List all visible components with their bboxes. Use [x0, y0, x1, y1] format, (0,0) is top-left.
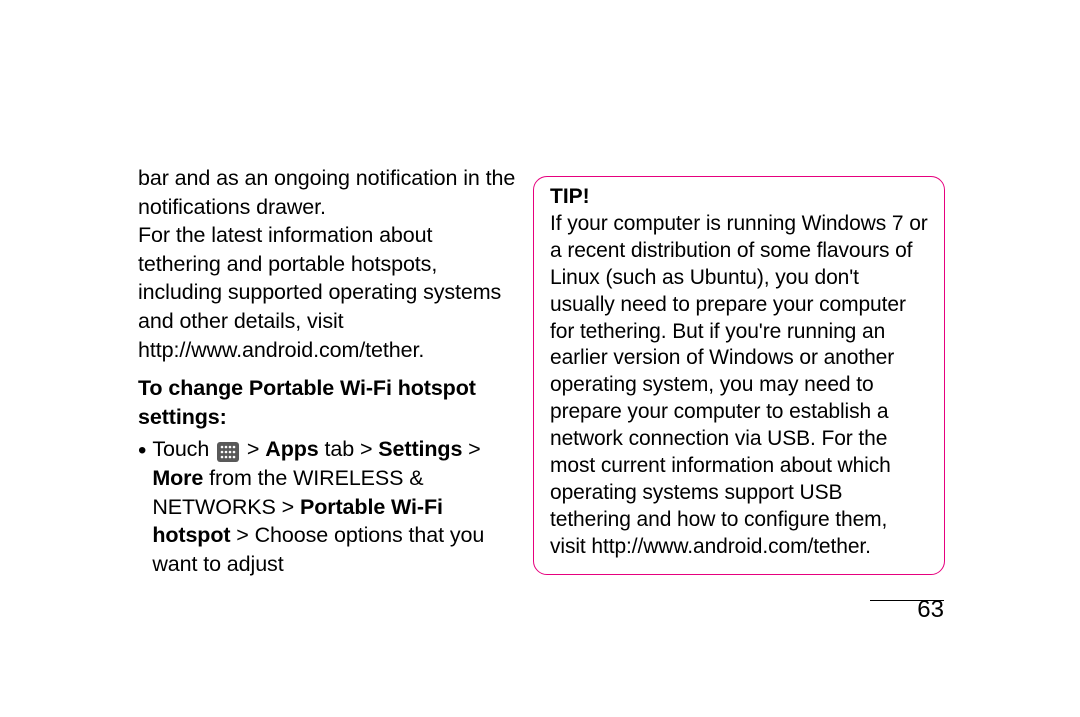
right-column: TIP! If your computer is running Windows… [533, 176, 945, 575]
more-label: More [152, 466, 209, 490]
paragraph-1: bar and as an ongoing notification in th… [138, 164, 518, 221]
bullet-dot: • [138, 437, 146, 465]
left-column: bar and as an ongoing notification in th… [138, 164, 518, 578]
bullet-body: Touch [152, 435, 518, 578]
touch-label: Touch [152, 437, 209, 461]
apps-grid-icon [217, 441, 239, 461]
gt-1: > [241, 437, 265, 461]
apps-label: Apps [265, 437, 318, 461]
bullet-item: • Touch [138, 435, 518, 578]
tip-title: TIP! [550, 185, 928, 209]
manual-page: bar and as an ongoing notification in th… [0, 0, 1080, 717]
page-number: 63 [917, 596, 944, 624]
hotspot-heading: To change Portable Wi-Fi hotspot setting… [138, 374, 518, 431]
tab-label: tab > [319, 437, 379, 461]
tip-box: TIP! If your computer is running Windows… [533, 176, 945, 575]
settings-label: Settings [378, 437, 462, 461]
paragraph-2: For the latest information about tetheri… [138, 221, 518, 364]
gt-2: > [462, 437, 480, 461]
tip-body: If your computer is running Windows 7 or… [550, 211, 928, 560]
